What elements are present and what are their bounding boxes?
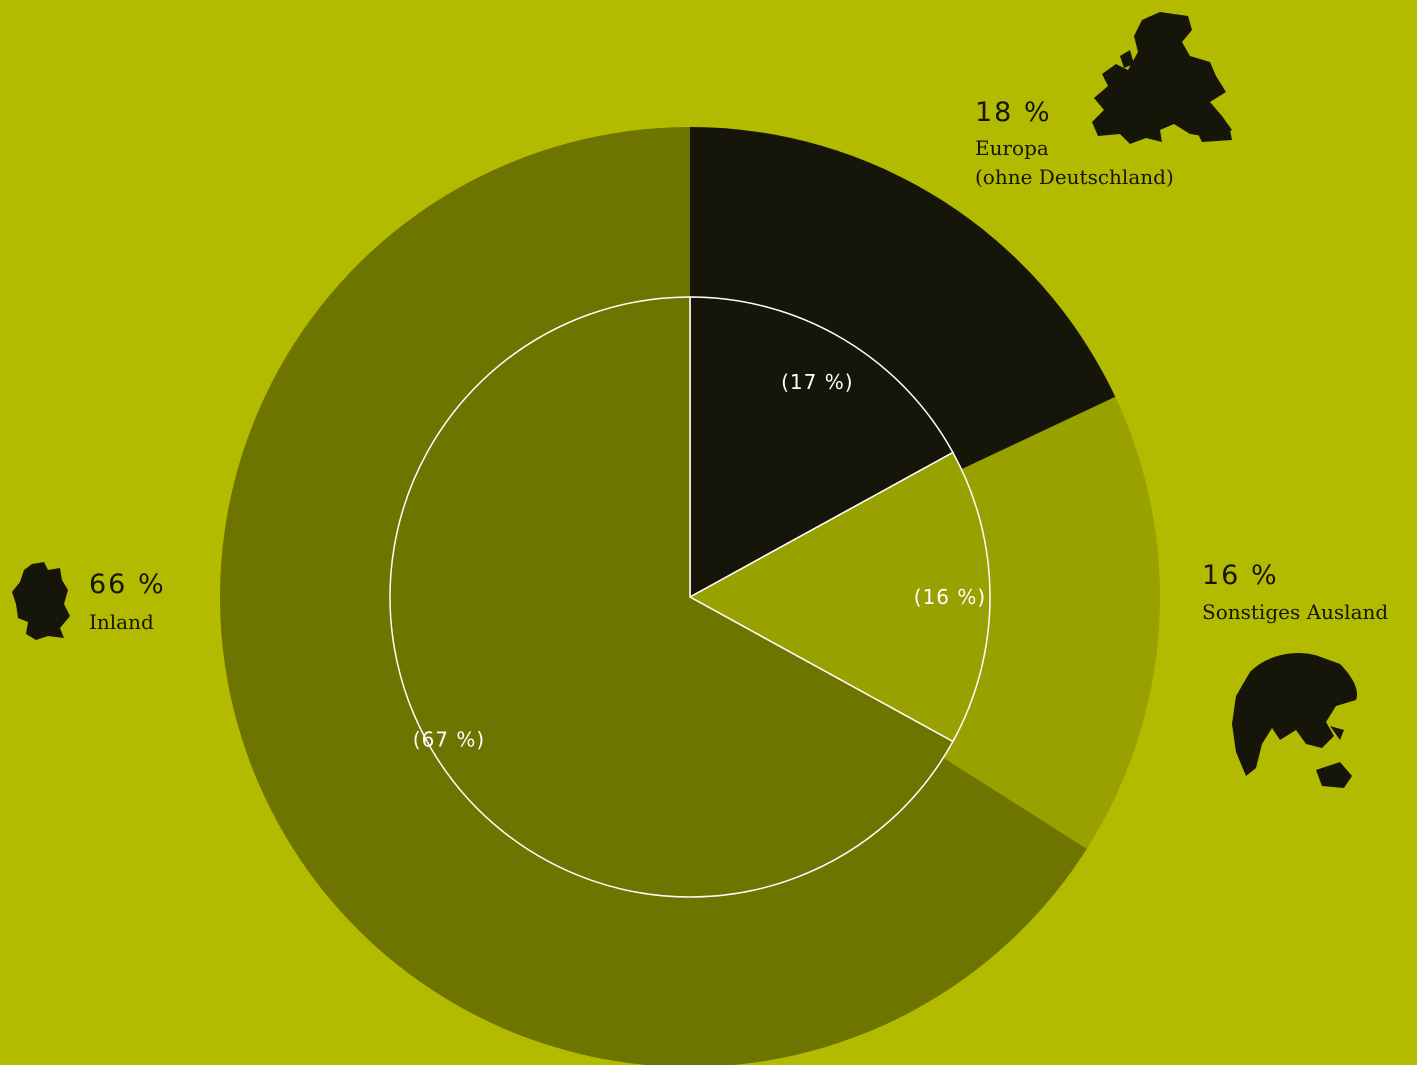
inner-slice-europa (689, 296, 954, 599)
europa-legend: 18 % Europa (ohne Deutschland) (975, 12, 1232, 189)
europa-label: Europa (975, 136, 1049, 160)
globe-icon (1229, 653, 1358, 788)
inner-slice-sonstiges (688, 451, 991, 743)
europa-percent: 18 % (975, 97, 1052, 128)
inner-labels: (17 %) (16 %) (67 %) (413, 370, 986, 752)
inner-label-europa: (17 %) (781, 370, 853, 394)
europa-sublabel: (ohne Deutschland) (975, 165, 1174, 189)
inner-slice-inland (389, 296, 954, 898)
germany-map-icon (12, 562, 70, 640)
inner-label-sonstiges: (16 %) (914, 585, 986, 609)
inland-label: Inland (89, 610, 154, 634)
inner-label-inland: (67 %) (413, 728, 485, 752)
sonstiges-percent: 16 % (1202, 560, 1279, 591)
sonstiges-label: Sonstiges Ausland (1202, 600, 1388, 624)
sonstiges-legend: 16 % Sonstiges Ausland (1202, 560, 1388, 788)
inland-percent: 66 % (89, 569, 166, 600)
inland-legend: 66 % Inland (12, 562, 166, 640)
inner-ring (389, 296, 991, 898)
europe-map-icon (1092, 12, 1232, 144)
